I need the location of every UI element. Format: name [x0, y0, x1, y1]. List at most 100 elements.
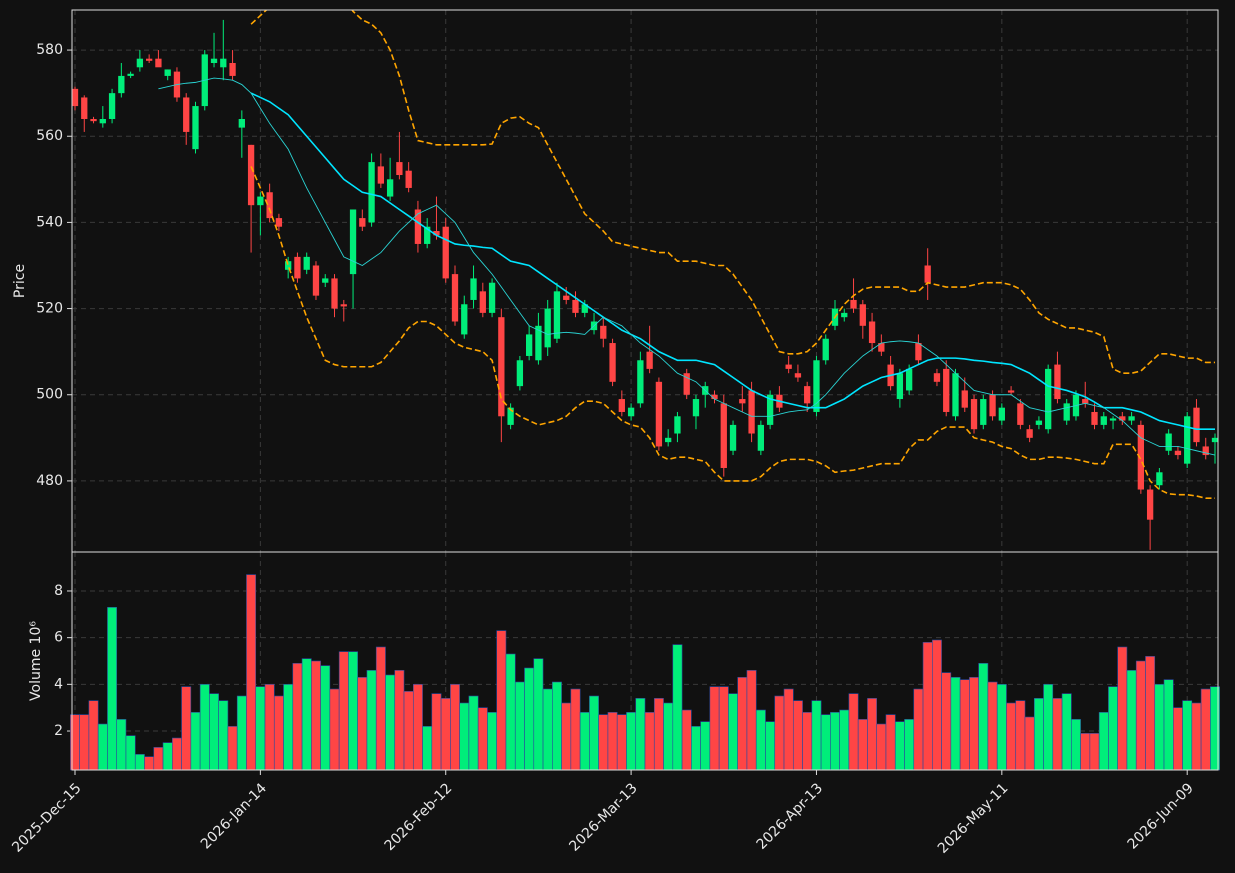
candle-body — [220, 58, 227, 68]
candle-body — [127, 73, 134, 76]
candle-body — [303, 256, 310, 270]
candle-body — [1174, 450, 1182, 456]
candle-body — [1165, 433, 1172, 451]
volume-bar — [978, 663, 989, 771]
volume-bar — [505, 653, 516, 771]
candle-body — [71, 88, 79, 107]
volume-bar — [218, 700, 229, 771]
candle-body — [118, 75, 125, 94]
candle-body — [757, 424, 765, 451]
candle-body — [720, 403, 727, 468]
volume-bar — [1052, 698, 1063, 771]
candle-body — [247, 144, 255, 206]
volume-bar — [830, 712, 840, 771]
volume-bar — [385, 674, 396, 771]
volume-bar — [273, 695, 284, 771]
candle-body — [386, 179, 394, 197]
volume-bar — [885, 714, 896, 771]
candle-body — [683, 373, 690, 395]
volume-bar — [533, 658, 544, 771]
candle-body — [1063, 403, 1070, 421]
candle-body — [841, 312, 848, 318]
volume-bar — [987, 681, 998, 771]
volume-bar — [672, 644, 683, 771]
volume-tick-label: 6 — [54, 630, 63, 646]
candle-body — [961, 390, 968, 408]
volume-bar — [598, 714, 609, 771]
y-tick-label: 540 — [36, 214, 63, 230]
volume-bar — [264, 684, 275, 771]
volume-bar — [1080, 733, 1091, 771]
candle-body — [692, 399, 700, 417]
y-tick-label: 520 — [36, 301, 63, 317]
volume-bar — [366, 670, 377, 771]
candle-body — [637, 360, 644, 404]
volume-bar — [338, 651, 349, 771]
volume-bar — [607, 712, 618, 771]
candle-body — [618, 399, 625, 412]
candle-body — [609, 343, 616, 382]
candle-body — [507, 407, 514, 425]
candle-body — [442, 226, 449, 279]
overlay-line — [250, 10, 1215, 374]
volume-bar — [1117, 646, 1128, 771]
candle-body — [1100, 416, 1107, 425]
candle-body — [1091, 411, 1098, 425]
volume-bar — [403, 691, 414, 771]
candle-body — [1054, 364, 1061, 400]
volume-bar — [459, 702, 470, 771]
volume-tick-label: 8 — [54, 583, 63, 599]
candle-body — [405, 170, 412, 188]
candle-body — [155, 58, 162, 68]
volume-bar — [1182, 700, 1193, 771]
candle-body — [1211, 437, 1219, 443]
candle-body — [1202, 446, 1209, 456]
volume-bar — [134, 754, 145, 771]
candle-body — [1146, 489, 1154, 520]
candle-body — [322, 278, 329, 283]
volume-bar — [1043, 684, 1054, 771]
candle-body — [943, 368, 950, 412]
volume-bar — [283, 684, 294, 771]
volume-bar — [959, 679, 970, 771]
y-tick-label: 580 — [36, 42, 63, 58]
volume-bar — [1172, 707, 1183, 771]
candle-body — [340, 304, 347, 307]
candle-body — [488, 282, 496, 313]
candle-body — [377, 166, 385, 184]
volume-bar — [802, 712, 813, 771]
volume-bar — [246, 574, 257, 771]
volume-bar — [153, 747, 164, 771]
volume-bar — [320, 665, 331, 771]
candle-body — [581, 304, 588, 313]
overlay-line — [158, 77, 1216, 456]
volume-bar — [79, 714, 90, 771]
volume-bar — [589, 695, 599, 771]
volume-bar — [848, 693, 859, 771]
volume-bar — [357, 677, 368, 771]
candle-body — [553, 291, 561, 339]
volume-frame — [71, 551, 1219, 771]
volume-bar — [1033, 698, 1044, 771]
candle-body — [99, 119, 106, 124]
candle-body — [136, 58, 144, 68]
candle-body — [331, 278, 338, 309]
candle-body — [646, 351, 653, 369]
candle-body — [1193, 407, 1200, 443]
candle-body — [470, 278, 477, 300]
candle-body — [164, 69, 171, 76]
candle-body — [924, 265, 931, 283]
volume-bar — [97, 723, 108, 771]
candle-body — [414, 209, 422, 244]
candle-body — [822, 338, 829, 361]
volume-bar — [450, 684, 460, 771]
volume-bar — [709, 686, 720, 771]
volume-bar — [1015, 700, 1026, 771]
candle-body — [433, 231, 440, 236]
volume-bar — [1163, 679, 1174, 771]
volume-bar — [904, 719, 915, 771]
candle-body — [905, 368, 913, 391]
candle-body — [933, 373, 941, 382]
volume-bar — [181, 686, 192, 771]
volume-bar — [329, 688, 340, 771]
